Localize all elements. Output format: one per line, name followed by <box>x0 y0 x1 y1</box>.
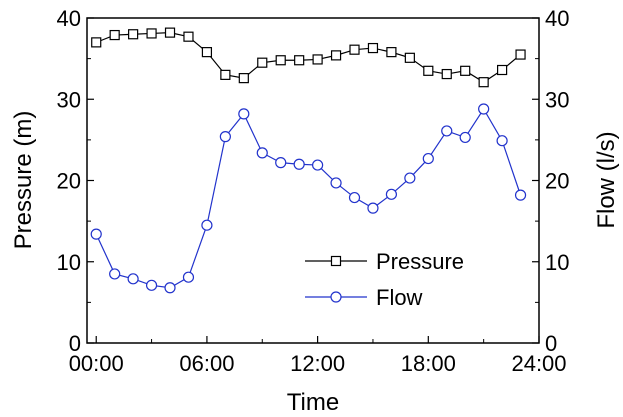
flow-point <box>164 282 176 294</box>
flow-point <box>459 131 471 144</box>
flow-point <box>201 219 213 231</box>
right-tick-label: 40 <box>545 6 569 31</box>
x-tick-label: 12:00 <box>290 351 345 376</box>
pressure-point <box>183 31 194 42</box>
pressure-point <box>109 29 120 41</box>
left-tick-label: 10 <box>57 250 81 275</box>
flow-point <box>293 158 305 170</box>
x-axis-title: Time <box>287 389 339 416</box>
flow-point <box>109 268 121 280</box>
pressure-point <box>312 54 323 65</box>
pressure-point <box>330 50 342 61</box>
flow-point <box>441 125 453 137</box>
right-tick-label: 30 <box>545 87 569 112</box>
pressure-point <box>478 77 489 88</box>
pressure-point <box>367 42 379 54</box>
pressure-point <box>128 29 139 40</box>
pressure-line <box>96 32 521 83</box>
pressure-point <box>423 65 434 76</box>
flow-point <box>422 152 434 165</box>
pressure-point <box>220 69 231 80</box>
pressure-point <box>349 44 360 55</box>
flow-point <box>90 228 102 240</box>
left-tick-label: 30 <box>57 87 81 112</box>
right-tick-label: 20 <box>545 169 569 194</box>
flow-point <box>238 108 250 120</box>
legend-pressure-label: Pressure <box>376 249 464 274</box>
flow-point <box>404 172 416 184</box>
pressure-point <box>91 37 102 48</box>
right-tick-label: 0 <box>545 331 557 356</box>
flow-point <box>145 279 158 291</box>
flow-point <box>385 188 398 200</box>
flow-point <box>478 103 490 115</box>
flow-point <box>496 135 508 147</box>
legend-flow-marker <box>330 291 342 303</box>
flow-point <box>514 189 527 201</box>
pressure-point <box>164 27 176 38</box>
left-tick-label: 0 <box>69 331 81 356</box>
legend-pressure-marker <box>330 255 342 267</box>
left-axis-title: Pressure (m) <box>10 111 37 250</box>
flow-point <box>348 191 361 204</box>
pressure-point <box>404 52 415 63</box>
flow-point <box>275 157 287 169</box>
x-tick-label: 00:00 <box>69 351 124 376</box>
pressure-point <box>460 65 471 76</box>
pressure-point <box>238 73 249 84</box>
pressure-point <box>146 28 157 39</box>
pressure-point <box>201 47 213 58</box>
left-tick-label: 20 <box>57 169 81 194</box>
plot-frame <box>86 17 540 344</box>
pressure-point <box>386 47 397 58</box>
series-layer <box>90 27 527 294</box>
flow-point <box>256 147 268 159</box>
flow-point <box>127 273 139 285</box>
right-axis-title: Flow (l/s) <box>593 131 620 228</box>
pressure-point <box>294 55 305 66</box>
flow-point <box>182 271 195 283</box>
legend: Pressure Flow <box>305 249 464 310</box>
pressure-point <box>275 55 286 66</box>
x-tick-label: 18:00 <box>401 351 456 376</box>
x-tick-label: 24:00 <box>511 351 566 376</box>
x-tick-label: 06:00 <box>179 351 234 376</box>
left-tick-label: 40 <box>57 6 81 31</box>
pressure-point <box>497 64 508 76</box>
right-tick-label: 10 <box>545 250 569 275</box>
flow-point <box>330 177 342 189</box>
flow-point <box>312 159 324 171</box>
flow-point <box>367 202 379 214</box>
legend-flow-label: Flow <box>376 285 423 310</box>
pressure-point <box>515 49 526 60</box>
pressure-point <box>257 57 268 68</box>
pressure-point <box>441 68 452 80</box>
flow-point <box>219 131 231 143</box>
